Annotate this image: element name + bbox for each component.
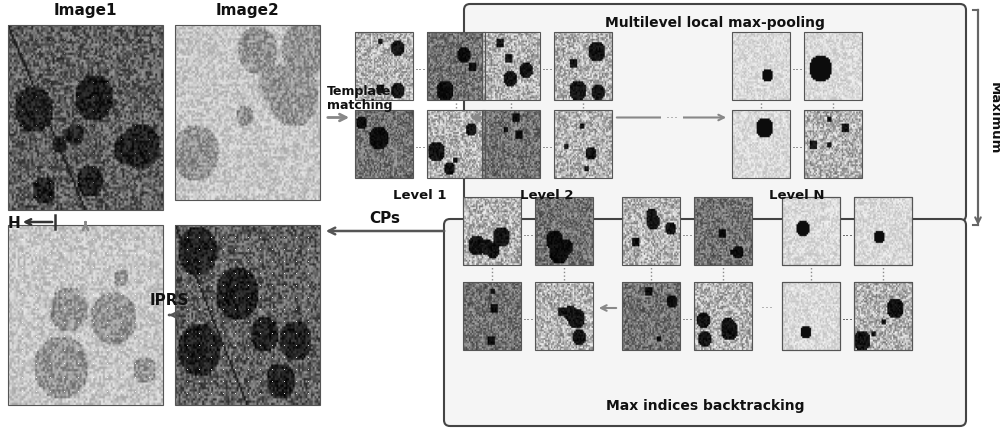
Text: ...: ... xyxy=(415,60,427,74)
Bar xyxy=(694,197,752,265)
Bar xyxy=(175,225,320,405)
Bar xyxy=(694,283,752,350)
Bar xyxy=(554,111,612,178)
Text: Multilevel local max-pooling: Multilevel local max-pooling xyxy=(605,16,825,30)
Bar xyxy=(427,111,485,178)
Bar xyxy=(482,33,540,101)
Text: ...: ... xyxy=(842,310,854,323)
Text: Template
matching: Template matching xyxy=(327,84,392,112)
Text: ...: ... xyxy=(682,225,694,238)
Bar xyxy=(782,197,840,265)
Text: Image2: Image2 xyxy=(216,3,279,18)
Bar xyxy=(463,197,521,265)
Bar xyxy=(355,111,413,178)
Text: ···: ··· xyxy=(757,302,777,315)
Text: Level 2: Level 2 xyxy=(520,189,574,202)
Bar xyxy=(622,197,680,265)
Bar xyxy=(782,283,840,350)
Bar xyxy=(732,111,790,178)
Text: Level N: Level N xyxy=(769,189,825,202)
Bar xyxy=(535,197,593,265)
Bar xyxy=(8,225,163,405)
Text: IPRS: IPRS xyxy=(149,292,189,307)
Bar xyxy=(355,33,413,101)
Text: ...: ... xyxy=(542,138,554,151)
Text: ...: ... xyxy=(415,138,427,151)
Bar xyxy=(622,283,680,350)
Text: ...: ... xyxy=(792,138,804,151)
Bar xyxy=(782,283,840,350)
Text: Max indices backtracking: Max indices backtracking xyxy=(606,398,804,412)
Bar xyxy=(782,197,840,265)
Bar xyxy=(854,283,912,350)
Text: Maximum: Maximum xyxy=(988,82,1000,154)
Text: ...: ... xyxy=(842,225,854,238)
Bar xyxy=(175,26,320,200)
Text: ...: ... xyxy=(682,310,694,323)
Text: ...: ... xyxy=(523,225,535,238)
Text: H: H xyxy=(8,215,21,230)
Bar xyxy=(804,111,862,178)
Bar xyxy=(8,26,163,211)
Bar xyxy=(554,33,612,101)
Text: ...: ... xyxy=(842,310,854,323)
Text: ···: ··· xyxy=(662,112,682,125)
Bar xyxy=(482,111,540,178)
Bar xyxy=(463,283,521,350)
Bar xyxy=(854,197,912,265)
Bar xyxy=(854,197,912,265)
Text: Level 1: Level 1 xyxy=(393,189,447,202)
Text: ...: ... xyxy=(542,60,554,74)
Text: Image1: Image1 xyxy=(54,3,117,18)
FancyBboxPatch shape xyxy=(444,219,966,426)
Text: ...: ... xyxy=(792,60,804,74)
Text: ...: ... xyxy=(523,310,535,323)
Bar xyxy=(732,33,790,101)
Bar xyxy=(535,283,593,350)
Text: CPs: CPs xyxy=(370,211,400,225)
Bar xyxy=(804,33,862,101)
Bar xyxy=(854,283,912,350)
FancyBboxPatch shape xyxy=(464,5,966,221)
Text: ...: ... xyxy=(842,225,854,238)
Bar xyxy=(427,33,485,101)
